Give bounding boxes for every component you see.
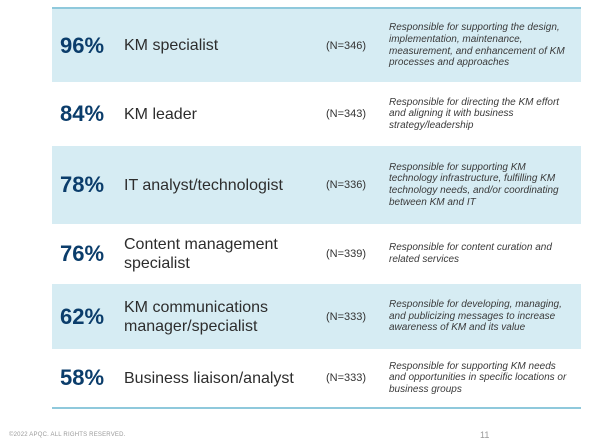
role-description: Responsible for supporting KM needs and … bbox=[389, 360, 567, 395]
table-row: 78% IT analyst/technologist (N=336) Resp… bbox=[52, 146, 581, 224]
table-row: 84% KM leader (N=343) Responsible for di… bbox=[52, 82, 581, 146]
percentage-value: 84% bbox=[60, 101, 105, 126]
sample-size: (N=343) bbox=[326, 108, 367, 120]
sample-size: (N=336) bbox=[326, 179, 367, 191]
table-row: 96% KM specialist (N=346) Responsible fo… bbox=[52, 7, 581, 82]
role-name: Content management specialist bbox=[124, 236, 278, 272]
sample-size: (N=333) bbox=[326, 372, 367, 384]
role-name: KM communications manager/specialist bbox=[124, 298, 269, 335]
role-name: KM leader bbox=[124, 105, 197, 123]
role-description: Responsible for supporting the design, i… bbox=[389, 22, 565, 69]
role-description: Responsible for content curation and rel… bbox=[389, 242, 552, 265]
table-row: 62% KM communications manager/specialist… bbox=[52, 284, 581, 349]
percentage-value: 76% bbox=[60, 241, 105, 266]
roles-table: 96% KM specialist (N=346) Responsible fo… bbox=[52, 7, 581, 409]
sample-size: (N=333) bbox=[326, 310, 367, 323]
percentage-value: 78% bbox=[60, 172, 105, 197]
page-number: 11 bbox=[480, 430, 490, 440]
percentage-value: 58% bbox=[60, 365, 105, 390]
sample-size: (N=346) bbox=[326, 39, 367, 52]
percentage-value: 62% bbox=[60, 303, 105, 329]
role-name: KM specialist bbox=[124, 37, 219, 54]
copyright-notice: ©2022 APQC. ALL RIGHTS RESERVED. bbox=[9, 432, 126, 438]
role-description: Responsible for supporting KM technology… bbox=[389, 161, 559, 208]
role-description: Responsible for developing, managing, an… bbox=[389, 299, 562, 334]
table-row: 58% Business liaison/analyst (N=333) Res… bbox=[52, 349, 581, 409]
table-row: 76% Content management specialist (N=339… bbox=[52, 224, 581, 284]
percentage-value: 96% bbox=[60, 32, 105, 58]
role-name: Business liaison/analyst bbox=[124, 369, 294, 387]
role-name: IT analyst/technologist bbox=[124, 176, 283, 194]
sample-size: (N=339) bbox=[326, 248, 367, 260]
role-description: Responsible for directing the KM effort … bbox=[389, 96, 560, 131]
